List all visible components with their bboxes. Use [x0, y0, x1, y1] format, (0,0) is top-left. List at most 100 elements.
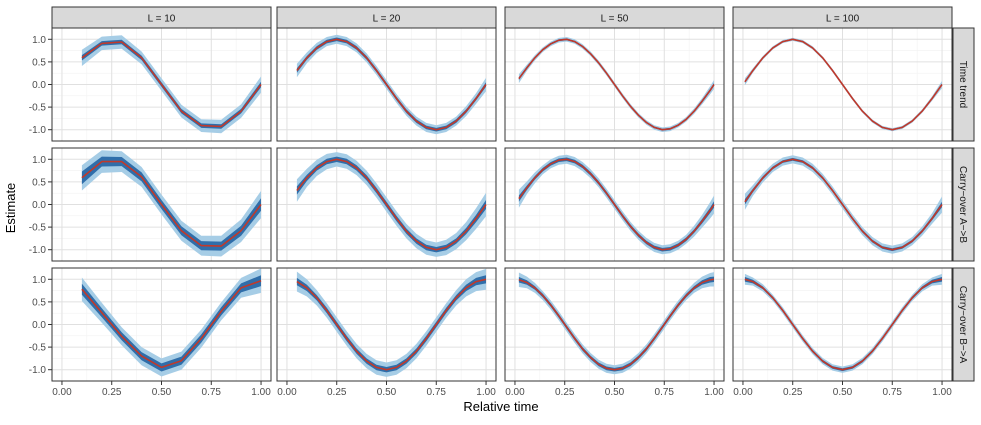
- row-strip-label: Carry−over B−>A: [957, 286, 968, 364]
- x-tick-label: 0.25: [327, 387, 347, 398]
- y-tick-label: 0.0: [32, 80, 46, 91]
- panel-border: [732, 147, 953, 262]
- x-tick-label: 0.50: [152, 387, 172, 398]
- x-tick-label: 0.25: [102, 387, 122, 398]
- x-tick-label: 0.75: [883, 387, 903, 398]
- column-strip-1: L = 20: [276, 6, 497, 29]
- column-strip-label: L = 100: [826, 14, 860, 25]
- panel-border: [504, 147, 725, 262]
- facet-panel-r2-c3: [732, 267, 953, 382]
- column-strip-0: L = 10: [51, 6, 272, 29]
- column-strip-background: [51, 6, 272, 29]
- y-tick-label: 1.0: [32, 155, 46, 166]
- estimate-line: [81, 41, 262, 128]
- estimate-line: [518, 278, 715, 371]
- row-strip-0: Time trend: [952, 27, 975, 142]
- panel-layer: [51, 27, 953, 382]
- facet-panel-r0-c3: [732, 27, 953, 142]
- x-tick-label: 0.00: [505, 387, 525, 398]
- estimate-line: [744, 38, 943, 131]
- strip-layer: L = 10 L = 20 L = 50 L = 100 Time trend Carry…: [51, 6, 975, 382]
- estimate-line: [296, 158, 487, 251]
- row-strip-label: Time trend: [957, 61, 968, 108]
- estimate-line: [744, 158, 943, 251]
- x-axis-title: Relative time: [463, 399, 538, 414]
- column-strip-2: L = 50: [504, 6, 725, 29]
- estimate-line: [744, 278, 943, 371]
- outer-confidence-band: [296, 152, 486, 257]
- x-tick-label: 0.50: [605, 387, 625, 398]
- y-tick-label: 0.5: [32, 177, 46, 188]
- y-tick-label: 1.0: [32, 35, 46, 46]
- x-tick-label: 0.75: [655, 387, 675, 398]
- estimate-line: [296, 38, 487, 131]
- y-tick-label: 0.5: [32, 57, 46, 68]
- y-tick-label: -0.5: [29, 223, 47, 234]
- outer-confidence-band: [81, 268, 262, 377]
- facet-panel-r2-c0: [51, 267, 272, 382]
- facet-panel-r1-c0: [51, 147, 272, 262]
- facet-panel-r0-c1: [276, 27, 497, 142]
- estimate-line: [518, 38, 715, 131]
- column-strip-background: [276, 6, 497, 29]
- estimate-line: [296, 278, 487, 371]
- inner-confidence-band: [744, 277, 942, 372]
- y-tick-label: -0.5: [29, 103, 47, 114]
- facet-panel-r0-c0: [51, 27, 272, 142]
- y-tick-label: -0.5: [29, 343, 47, 354]
- y-tick-label: -1.0: [29, 365, 47, 376]
- outer-confidence-band: [518, 154, 714, 255]
- y-tick-label: 1.0: [32, 275, 46, 286]
- x-tick-label: 0.50: [377, 387, 397, 398]
- inner-confidence-band: [296, 275, 486, 373]
- inner-confidence-band: [81, 156, 262, 251]
- row-strip-background: [952, 147, 975, 262]
- row-strip-background: [952, 267, 975, 382]
- x-tick-label: 0.00: [277, 387, 297, 398]
- x-tick-label: 1.00: [932, 387, 952, 398]
- x-tick-label: 1.00: [251, 387, 271, 398]
- x-tick-label: 1.00: [476, 387, 496, 398]
- column-strip-background: [732, 6, 953, 29]
- y-tick-label: 0.0: [32, 320, 46, 331]
- y-axis-title: Estimate: [3, 183, 18, 234]
- panel-border: [276, 147, 497, 262]
- estimate-line: [81, 160, 262, 247]
- x-tick-label: 0.00: [733, 387, 753, 398]
- row-strip-2: Carry−over B−>A: [952, 267, 975, 382]
- column-strip-3: L = 100: [732, 6, 953, 29]
- row-strip-label: Carry−over A−>B: [957, 166, 968, 243]
- x-tick-label: 0.25: [555, 387, 575, 398]
- outer-confidence-band: [296, 34, 486, 135]
- inner-confidence-band: [518, 276, 714, 372]
- y-tick-label: 0.0: [32, 200, 46, 211]
- facet-panel-r1-c2: [504, 147, 725, 262]
- x-tick-label: 0.75: [427, 387, 447, 398]
- column-strip-label: L = 10: [148, 14, 176, 25]
- y-tick-label: -1.0: [29, 245, 47, 256]
- y-tick-label: 0.5: [32, 297, 46, 308]
- x-tick-label: 0.75: [202, 387, 222, 398]
- column-strip-label: L = 20: [373, 14, 401, 25]
- facet-panel-r0-c2: [504, 27, 725, 142]
- column-strip-label: L = 50: [601, 14, 629, 25]
- inner-confidence-band: [81, 275, 262, 372]
- facet-panel-r1-c3: [732, 147, 953, 262]
- facet-panel-r1-c1: [276, 147, 497, 262]
- facet-panel-r2-c2: [504, 267, 725, 382]
- row-strip-1: Carry−over A−>B: [952, 147, 975, 262]
- column-strip-background: [504, 6, 725, 29]
- axis-layer: 1.0 0.5 0.0 -0.5 -1.0 1.0 0.5 0.0 -0.5 -1.0 1.0 0.5…: [29, 35, 952, 398]
- estimate-line: [518, 158, 715, 251]
- x-tick-label: 1.00: [704, 387, 724, 398]
- row-strip-background: [952, 27, 975, 142]
- x-tick-label: 0.00: [52, 387, 72, 398]
- facet-panel-r2-c1: [276, 267, 497, 382]
- inner-confidence-band: [296, 156, 486, 253]
- y-tick-label: -1.0: [29, 125, 47, 136]
- x-tick-label: 0.25: [783, 387, 803, 398]
- estimate-line: [81, 279, 262, 369]
- x-tick-label: 0.50: [833, 387, 853, 398]
